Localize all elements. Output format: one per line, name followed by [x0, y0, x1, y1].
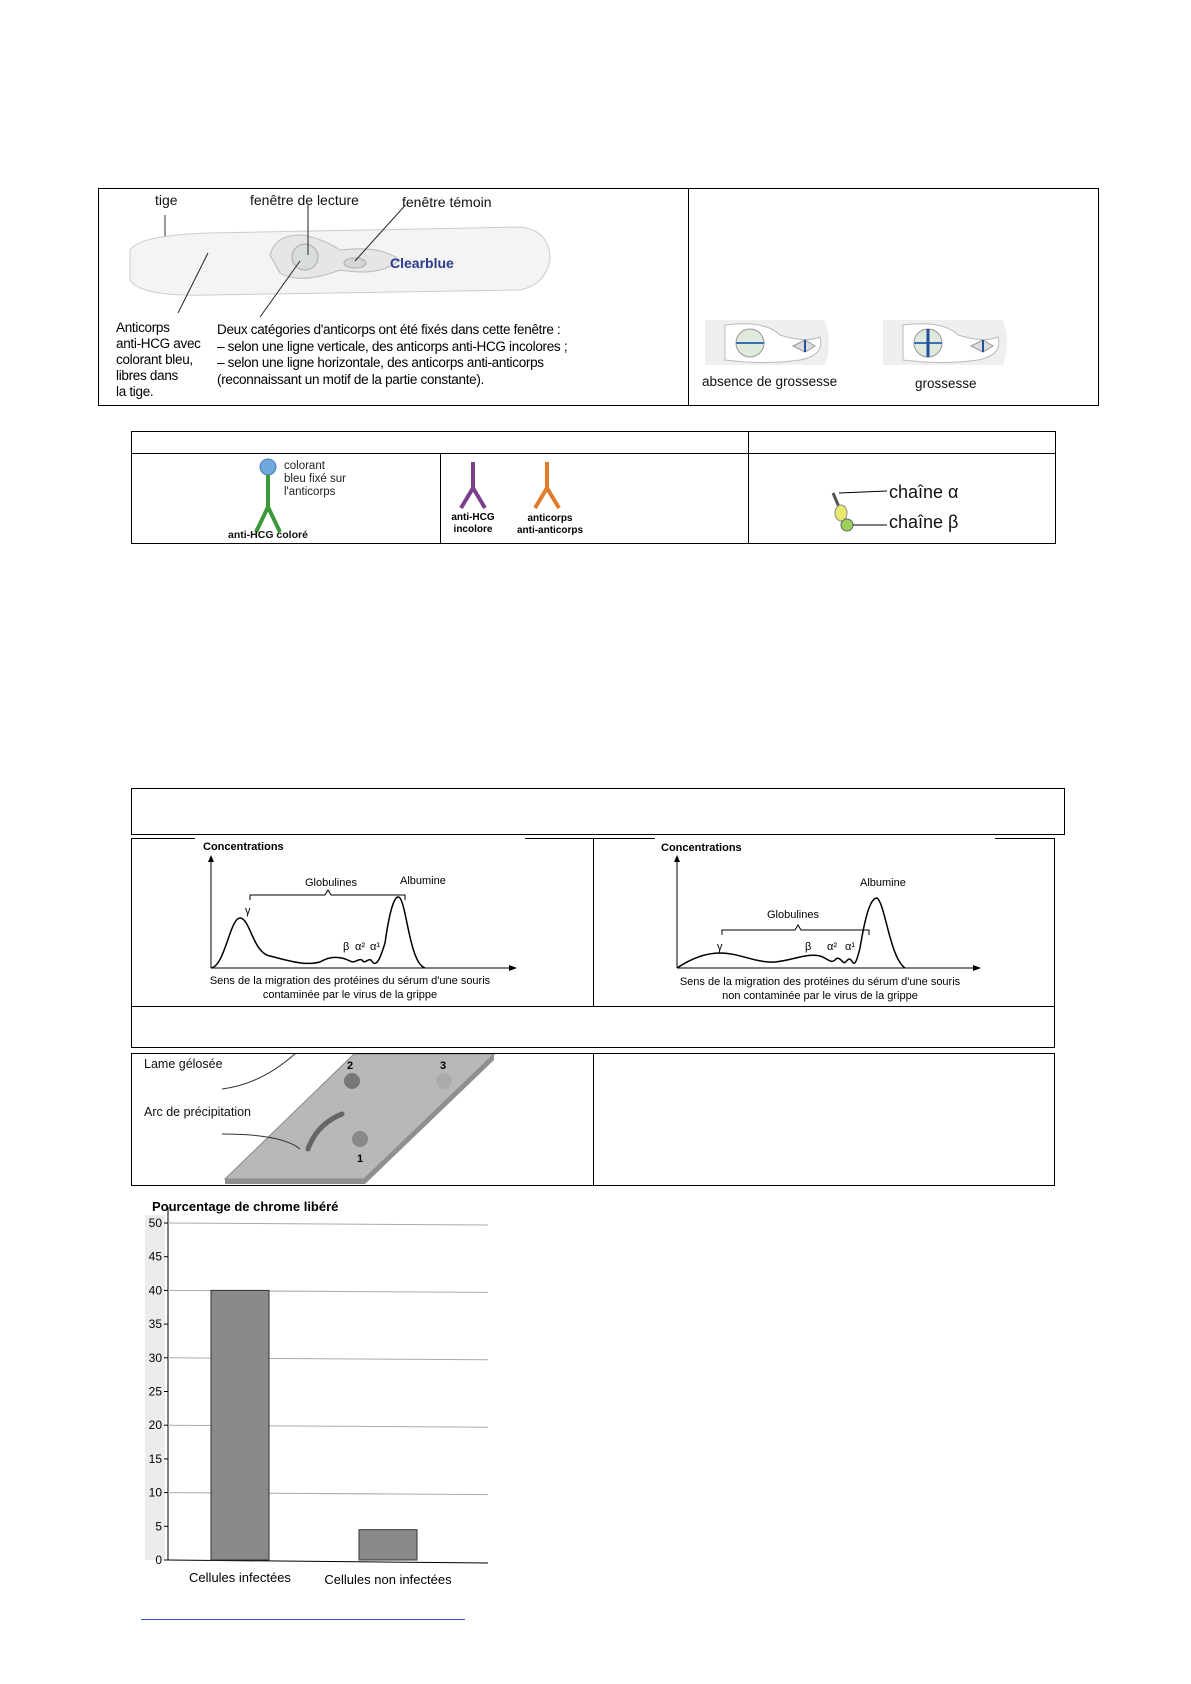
- text-line: anti-HCG avec: [116, 336, 201, 351]
- caption-line: Sens de la migration des protéines du sé…: [210, 975, 491, 987]
- text-line: – selon une ligne verticale, des anticor…: [217, 338, 568, 354]
- y-tick-label: 5: [155, 1519, 162, 1533]
- y-tick-label: 50: [149, 1216, 163, 1230]
- text-line: anti-anticorps: [516, 525, 584, 536]
- colorless-antibody-label: anti-HCG incolore: [448, 512, 498, 536]
- beta-label: β: [805, 941, 811, 953]
- text-line: libres dans: [116, 368, 178, 383]
- bar: [358, 1529, 418, 1561]
- chart-title: Pourcentage de chrome libéré: [152, 1199, 338, 1214]
- result-positive-window: [883, 320, 1007, 365]
- globulines-label: Globulines: [305, 877, 357, 889]
- figure1-box: [98, 188, 1099, 406]
- colored-antibody-label: anti-HCG coloré: [228, 529, 308, 541]
- window-description: Deux catégories d'anticorps ont été fixé…: [217, 322, 568, 388]
- text-line: la tige.: [116, 384, 154, 399]
- result-negative-label: absence de grossesse: [702, 374, 838, 389]
- text-line: (reconnaissant un motif de la partie con…: [217, 371, 485, 387]
- y-tick-label: 10: [149, 1486, 163, 1500]
- alpha1-label: α¹: [845, 941, 855, 953]
- alpha2-label: α²: [355, 941, 365, 953]
- arc-label: Arc de précipitation: [144, 1105, 252, 1119]
- antibodies-tige-note: Anticorps anti-HCG avec colorant bleu, l…: [116, 320, 201, 400]
- anti-antibody-label: anticorps anti-anticorps: [510, 513, 590, 537]
- electrophoresis-chart-infected: Concentrations Globulines γ β α² α¹ Albu…: [195, 838, 525, 1004]
- y-tick-label: 0: [155, 1553, 162, 1567]
- text-line: Deux catégories d'anticorps ont été fixé…: [217, 322, 561, 337]
- y-tick-label: 20: [149, 1418, 163, 1432]
- slide-label: Lame gélosée: [144, 1057, 223, 1071]
- well-3-label: 3: [440, 1060, 446, 1072]
- dye-label: colorant bleu fixé sur l'anticorps: [284, 460, 346, 499]
- hcg-hormone-icon: [831, 490, 888, 532]
- colored-antibody-icon: [254, 458, 282, 533]
- text-line: anti-HCG: [451, 512, 495, 523]
- albumine-label: Albumine: [400, 875, 446, 887]
- electrophoresis-chart-uninfected: Concentrations Globulines γ β α² α¹ Albu…: [655, 838, 995, 1004]
- y-tick-label: 25: [149, 1385, 163, 1399]
- alpha1-label: α¹: [370, 941, 380, 953]
- x-tick-label: Cellules non infectées: [324, 1572, 452, 1587]
- chain-alpha-label: chaîne α: [889, 482, 959, 502]
- y-tick-label: 30: [149, 1351, 163, 1365]
- label-reading-window: fenêtre de lecture: [250, 192, 359, 208]
- brand-logo: Clearblue: [390, 255, 454, 271]
- label-control-window: fenêtre témoin: [402, 194, 492, 210]
- alpha2-label: α²: [827, 941, 837, 953]
- text-line: bleu fixé sur: [284, 473, 347, 485]
- beta-label: β: [343, 941, 349, 953]
- chromium-release-bar-chart: Pourcentage de chrome libéré 0 5 10 15 20 25 3…: [145, 1199, 489, 1587]
- table-col-divider: [748, 431, 749, 544]
- caption-line: contaminée par le virus de la grippe: [263, 989, 437, 1001]
- table-col-divider: [440, 453, 441, 544]
- table-row-divider: [131, 453, 1056, 454]
- text-line: Anticorps: [116, 320, 170, 335]
- hyperlink-underline[interactable]: [141, 1619, 465, 1620]
- y-tick-label: 15: [149, 1452, 163, 1466]
- label-tige: tige: [155, 192, 178, 208]
- bar: [210, 1289, 270, 1561]
- well-2-label: 2: [347, 1060, 353, 1072]
- result-negative-window: [705, 320, 829, 365]
- y-axis-label: Concentrations: [661, 842, 742, 854]
- table-col-divider: [593, 838, 594, 1006]
- text-line: l'anticorps: [284, 486, 336, 498]
- globulines-label: Globulines: [767, 909, 819, 921]
- chain-beta-label: chaîne β: [889, 512, 959, 532]
- table-col-divider: [593, 1053, 594, 1186]
- y-tick-label: 35: [149, 1317, 163, 1331]
- gridline: [167, 1222, 489, 1226]
- divider: [688, 188, 689, 406]
- caption-line: non contaminée par le virus de la grippe: [722, 990, 918, 1002]
- well-1-label: 1: [357, 1153, 363, 1165]
- table-row-divider: [131, 1006, 1055, 1007]
- pregnancy-test-illustration: Clearblue: [129, 205, 551, 318]
- text-line: incolore: [453, 524, 493, 535]
- text-line: anticorps: [527, 513, 573, 524]
- albumine-label: Albumine: [860, 877, 906, 889]
- text-line: colorant: [284, 460, 325, 472]
- text-line: colorant bleu,: [116, 352, 193, 367]
- gamma-label: γ: [717, 941, 723, 953]
- gamma-label: γ: [245, 905, 251, 917]
- y-tick-label: 45: [149, 1250, 163, 1264]
- text-box: [131, 788, 1065, 835]
- result-positive-label: grossesse: [915, 376, 977, 391]
- y-axis-label: Concentrations: [203, 841, 284, 853]
- y-tick-label: 40: [149, 1283, 163, 1297]
- caption-line: Sens de la migration des protéines du sé…: [680, 976, 961, 988]
- colorless-and-anti-antibody-icons: [459, 462, 561, 510]
- antibody-table: [131, 431, 1056, 544]
- gel-slide-illustration: 2 3 1: [221, 1054, 495, 1184]
- x-tick-label: Cellules infectées: [189, 1570, 291, 1585]
- text-line: – selon une ligne horizontale, des antic…: [217, 355, 544, 370]
